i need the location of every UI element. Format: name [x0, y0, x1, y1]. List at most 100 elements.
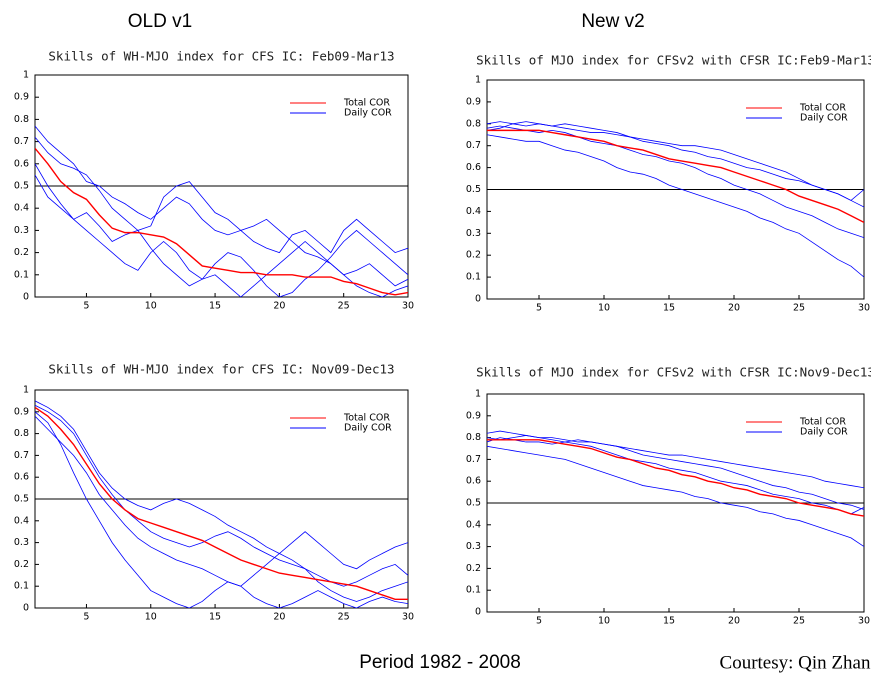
data-line [487, 437, 864, 510]
x-tick-label: 5 [83, 301, 89, 312]
y-tick-label: 1 [475, 75, 481, 86]
legend-label: Total COR [343, 413, 390, 424]
y-tick-label: 1 [23, 385, 29, 396]
y-tick-label: 0.6 [466, 476, 481, 487]
x-tick-label: 20 [273, 612, 285, 623]
data-line [487, 430, 864, 489]
x-tick-label: 30 [858, 303, 870, 314]
data-line [487, 134, 864, 278]
x-tick-label: 5 [83, 612, 89, 623]
y-tick-label: 0.5 [14, 494, 29, 505]
series-group [35, 125, 408, 297]
data-line [35, 136, 408, 287]
legend-label: Daily COR [800, 113, 848, 124]
legend-label: Total COR [799, 417, 846, 428]
y-tick-label: 0.5 [466, 184, 481, 195]
chart-title: Skills of WH-MJO index for CFS IC: Feb09… [48, 49, 394, 64]
data-line [487, 121, 864, 201]
y-tick-label: 0 [23, 292, 29, 303]
data-line [35, 406, 408, 600]
chart-panel: Skills of MJO index for CFSv2 with CFSR … [466, 365, 871, 627]
y-tick-label: 0.4 [14, 515, 29, 526]
y-tick-label: 0.6 [14, 472, 29, 483]
column-heading: OLD v1 [128, 11, 192, 32]
x-tick-label: 20 [728, 303, 740, 314]
chart-panel: Skills of MJO index for CFSv2 with CFSR … [466, 53, 871, 314]
x-tick-label: 30 [402, 612, 414, 623]
y-tick-label: 0.9 [14, 406, 29, 417]
x-tick-label: 30 [858, 616, 870, 627]
y-tick-label: 0.3 [466, 228, 481, 239]
legend-label: Daily COR [800, 427, 848, 438]
x-tick-label: 10 [145, 301, 157, 312]
x-tick-label: 30 [402, 301, 414, 312]
y-tick-label: 0.2 [14, 247, 29, 258]
chart-panel: Skills of WH-MJO index for CFS IC: Nov09… [14, 362, 414, 623]
courtesy-label: Courtesy: Qin Zhan [720, 652, 871, 673]
y-tick-label: 0.7 [14, 450, 29, 461]
y-tick-label: 0.2 [466, 563, 481, 574]
y-tick-label: 0.1 [14, 581, 29, 592]
data-line [35, 174, 408, 297]
chart-panel: Skills of WH-MJO index for CFS IC: Feb09… [14, 49, 414, 312]
y-tick-label: 1 [475, 389, 481, 400]
x-tick-label: 15 [209, 301, 221, 312]
y-tick-label: 0.6 [14, 158, 29, 169]
y-tick-label: 0.3 [14, 225, 29, 236]
legend-label: Daily COR [344, 108, 392, 119]
y-tick-label: 0 [475, 294, 481, 305]
y-tick-label: 0.9 [466, 410, 481, 421]
data-line [487, 129, 864, 223]
y-tick-label: 0.3 [466, 541, 481, 552]
y-tick-label: 0.8 [14, 114, 29, 125]
y-tick-label: 0.9 [14, 92, 29, 103]
data-line [35, 125, 408, 254]
y-tick-label: 0.9 [466, 96, 481, 107]
y-tick-label: 0.1 [466, 272, 481, 283]
series-group [487, 121, 864, 278]
x-tick-label: 10 [598, 303, 610, 314]
data-line [35, 163, 408, 297]
y-tick-label: 0.8 [466, 432, 481, 443]
chart-title: Skills of MJO index for CFSv2 with CFSR … [476, 53, 871, 68]
x-tick-label: 25 [338, 612, 350, 623]
data-line [487, 125, 864, 239]
chart-title: Skills of MJO index for CFSv2 with CFSR … [476, 365, 871, 380]
y-tick-label: 0.8 [14, 428, 29, 439]
y-tick-label: 0 [475, 607, 481, 618]
data-line [35, 411, 408, 608]
x-tick-label: 20 [728, 616, 740, 627]
data-line [487, 445, 864, 547]
y-tick-label: 0.1 [14, 269, 29, 280]
y-tick-label: 0 [23, 603, 29, 614]
series-group [487, 430, 864, 547]
y-tick-label: 0.4 [466, 206, 481, 217]
y-tick-label: 0.5 [14, 181, 29, 192]
y-tick-label: 0.4 [466, 519, 481, 530]
legend-label: Daily COR [344, 423, 392, 434]
y-tick-label: 0.7 [466, 140, 481, 151]
legend-label: Total COR [343, 98, 390, 109]
x-tick-label: 5 [536, 616, 542, 627]
y-tick-label: 0.1 [466, 585, 481, 596]
data-line [35, 404, 408, 587]
y-tick-label: 0.3 [14, 537, 29, 548]
x-tick-label: 10 [598, 616, 610, 627]
legend-label: Total COR [799, 103, 846, 114]
data-line [487, 435, 864, 515]
chart-title: Skills of WH-MJO index for CFS IC: Nov09… [48, 362, 394, 377]
x-tick-label: 25 [338, 301, 350, 312]
period-label: Period 1982 - 2008 [359, 652, 521, 673]
y-tick-label: 0.2 [14, 559, 29, 570]
y-tick-label: 0.2 [466, 250, 481, 261]
x-tick-label: 10 [145, 612, 157, 623]
x-tick-label: 5 [536, 303, 542, 314]
series-group [35, 400, 408, 608]
y-tick-label: 0.5 [466, 498, 481, 509]
x-tick-label: 15 [663, 303, 675, 314]
data-line [35, 415, 408, 602]
y-tick-label: 0.7 [466, 454, 481, 465]
x-tick-label: 20 [273, 301, 285, 312]
data-line [487, 439, 864, 517]
